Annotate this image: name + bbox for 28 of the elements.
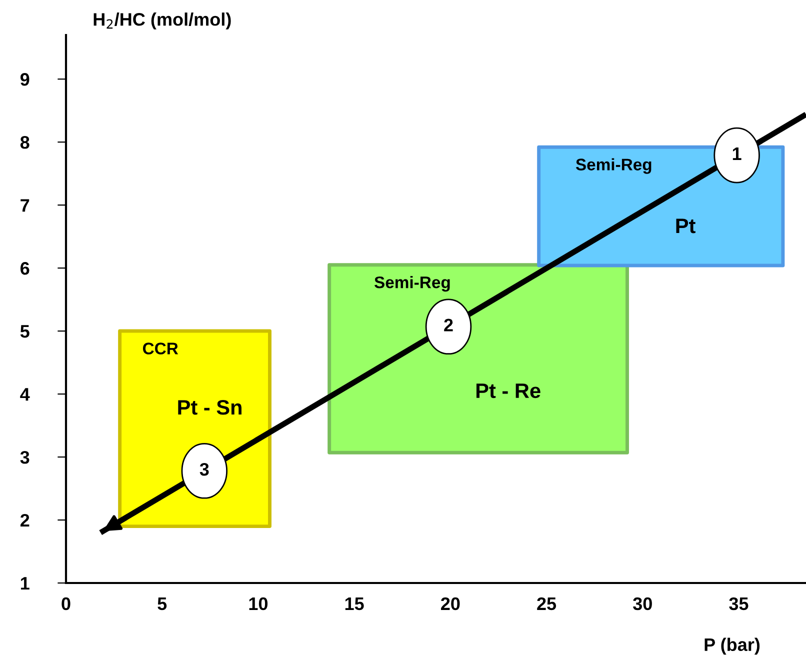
series-label: CCR <box>142 342 178 354</box>
x-tick-label: 25 <box>537 597 556 610</box>
y-axis-title: H$_{2}$/HC (mol/mol) <box>94 12 231 30</box>
x-tick-label: 20 <box>441 597 460 610</box>
y-tick-label: 5 <box>20 325 30 338</box>
y-tick-label: 9 <box>20 73 30 86</box>
x-tick-label: 30 <box>632 597 652 610</box>
y-tick-label: 1 <box>20 577 30 590</box>
y-tick-label: 3 <box>20 450 30 464</box>
annotation: 2 <box>444 318 453 332</box>
annotation: Pt <box>676 218 696 234</box>
y-tick-label: 4 <box>20 388 30 401</box>
annotation: 3 <box>200 462 209 476</box>
y-tick-label: 7 <box>20 199 30 212</box>
series-label: Semi-Reg <box>374 276 450 292</box>
x-tick-label: 15 <box>345 598 364 610</box>
y-tick-label: 8 <box>20 136 30 149</box>
x-axis-title: P (bar) <box>704 638 760 655</box>
x-tick-label: 35 <box>729 597 748 610</box>
series-label: Semi-Reg <box>576 158 652 174</box>
x-tick-label: 0 <box>62 597 70 610</box>
annotation: 1 <box>732 148 742 160</box>
x-tick-label: 10 <box>249 597 268 610</box>
annotation: Pt - Sn <box>178 400 242 415</box>
x-tick-label: 5 <box>158 598 167 610</box>
y-tick-label: 2 <box>20 514 30 527</box>
annotation: Pt - Re <box>476 384 540 398</box>
y-tick-label: 6 <box>20 262 30 275</box>
